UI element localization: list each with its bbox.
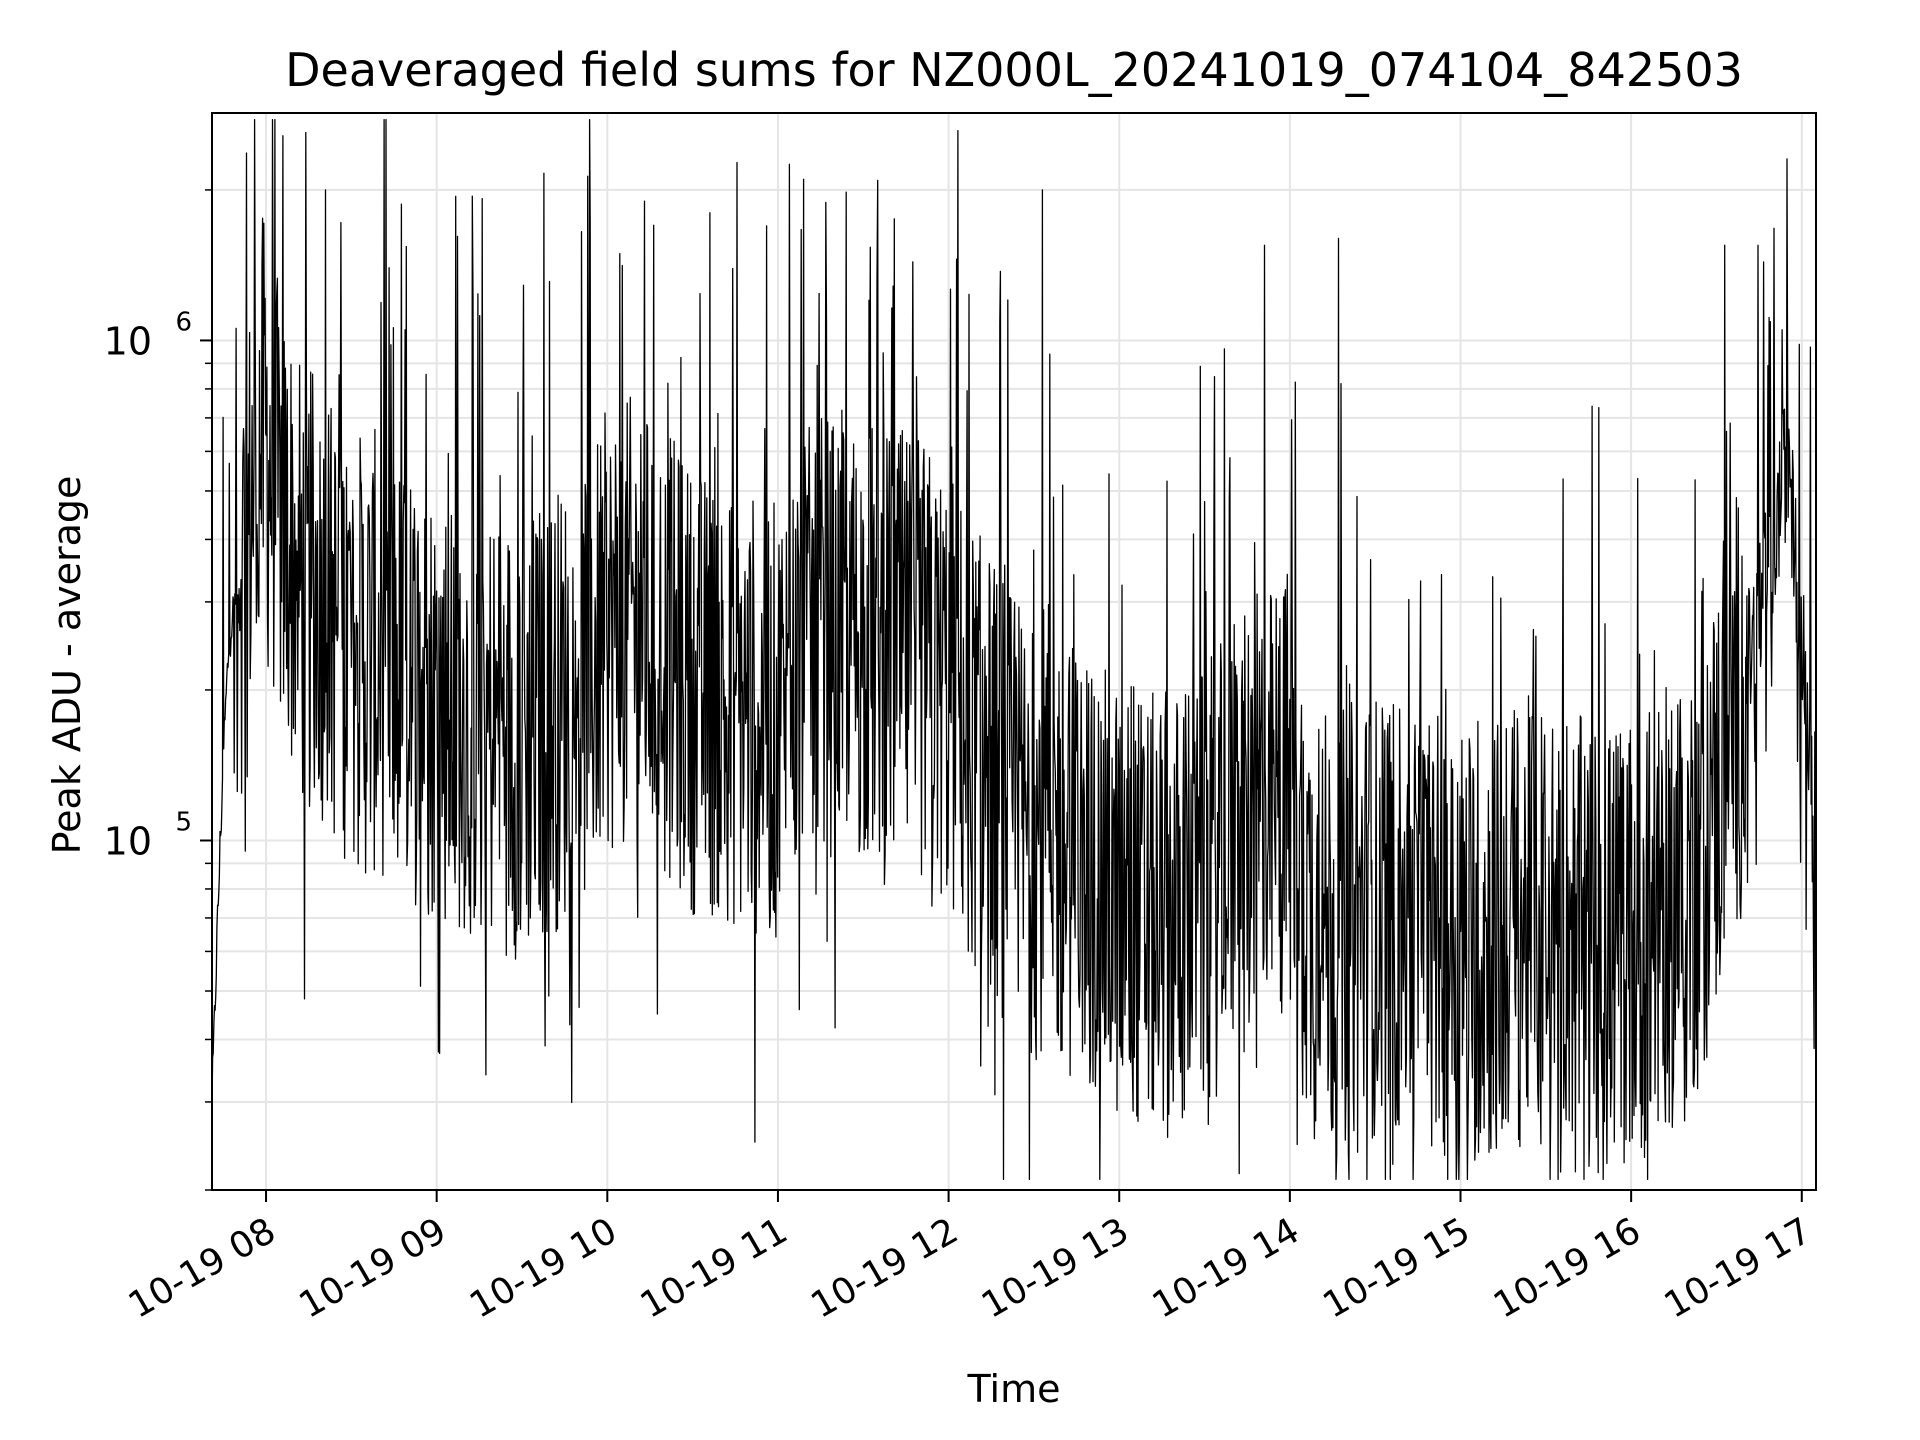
plot-frame: [211, 112, 1817, 1191]
y-tick-label-exponent: 5: [175, 807, 192, 837]
y-tick-label: 10: [104, 319, 152, 363]
y-tick-label-exponent: 6: [175, 307, 192, 337]
series-layer: [211, 118, 1817, 1181]
x-axis-label: Time: [967, 1367, 1061, 1411]
chart-title: Deaveraged field sums for NZ000L_2024101…: [285, 43, 1743, 97]
y-axis-label: Peak ADU - average: [45, 476, 89, 855]
y-tick-label: 10: [104, 819, 152, 863]
series-line: [211, 118, 1817, 1181]
